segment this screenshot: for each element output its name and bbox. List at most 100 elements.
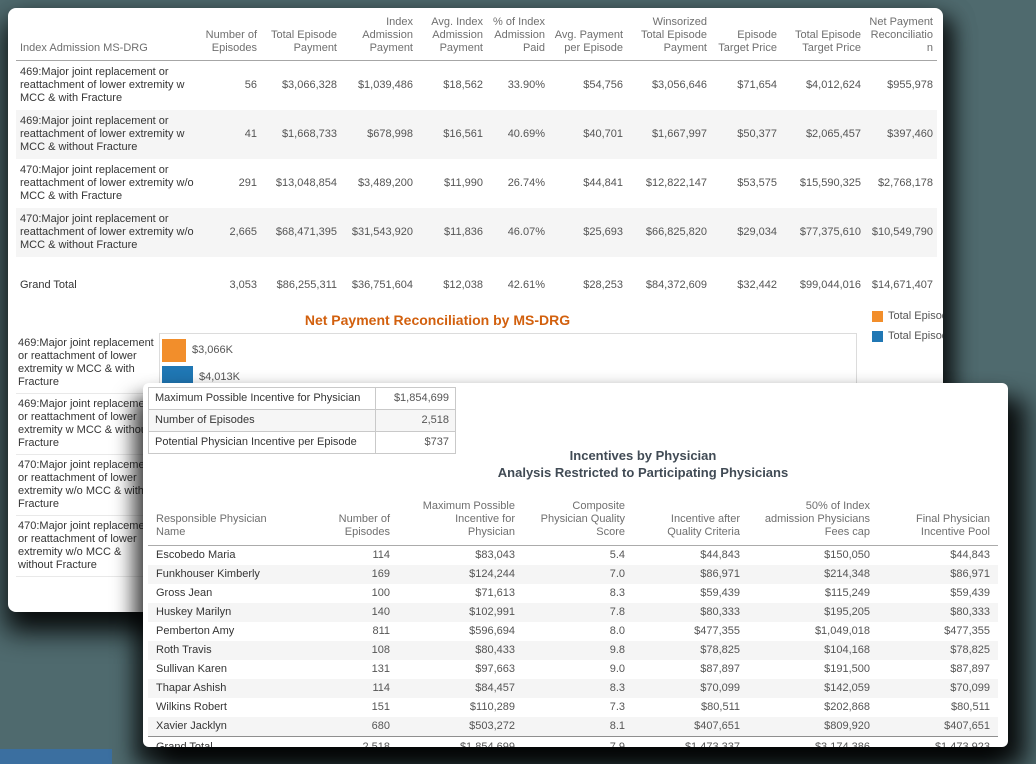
chart-category-label[interactable]: 470:Major joint replacement or reattachm… (18, 520, 154, 571)
value-cell: $110,289 (469, 701, 515, 713)
column-header[interactable]: Total Episode Payment (261, 14, 341, 61)
physician-table-row[interactable]: Wilkins Robert 151 $110,289 7.3 $80,511 $202,… (148, 698, 998, 717)
summary-row[interactable]: Potential Physician Incentive per Episod… (148, 431, 456, 454)
physician-table-row[interactable]: Xavier Jacklyn 680 $503,272 8.1 $407,651 $809… (148, 717, 998, 737)
column-header[interactable]: Index Admission Payment (341, 14, 417, 61)
physician-table-row[interactable]: Gross Jean 100 $71,613 8.3 $59,439 $115,249 $5… (148, 584, 998, 603)
bar[interactable] (162, 338, 186, 362)
value-cell: $59,439 (950, 587, 990, 599)
column-header[interactable]: Avg. Payment per Episode (549, 14, 627, 61)
bar-line: $3,066K (162, 337, 857, 363)
summary-row[interactable]: Number of Episodes 2,518 (148, 409, 456, 432)
column-header[interactable]: Number of Episodes (298, 486, 398, 546)
chart-category-label[interactable]: 470:Major joint replacement or reattachm… (18, 459, 154, 510)
bar-value-label: $3,066K (192, 344, 233, 356)
row-label-cell: Escobedo Maria (156, 549, 236, 561)
column-header[interactable]: Number of Episodes (201, 14, 261, 61)
column-header[interactable]: Composite Physician Quality Score (523, 486, 633, 546)
row-label-cell: Wilkins Robert (156, 701, 227, 713)
value-cell: $44,841 (583, 177, 623, 189)
column-header[interactable]: Index Admission MS-DRG (16, 14, 201, 61)
column-header[interactable]: Avg. Index Admission Payment (417, 14, 487, 61)
value-cell: $11,990 (444, 177, 483, 189)
value-cell: $13,048,854 (275, 177, 337, 189)
physician-table-row[interactable]: Thapar Ashish 114 $84,457 8.3 $70,099 $142,05… (148, 679, 998, 698)
summary-row[interactable]: Maximum Possible Incentive for Physician… (148, 387, 456, 410)
column-header[interactable]: 50% of Index admission Physicians Fees c… (748, 486, 878, 546)
value-cell: $124,244 (469, 568, 515, 580)
value-cell: $68,471,395 (275, 226, 337, 238)
background-window-fragment (0, 749, 112, 764)
chart-category-label[interactable]: 469:Major joint replacement or reattachm… (18, 398, 154, 449)
value-cell: $31,543,920 (351, 226, 413, 238)
value-cell: $80,511 (951, 701, 990, 713)
value-cell: $214,348 (824, 568, 870, 580)
value-cell: $596,694 (469, 625, 515, 637)
legend-item[interactable]: Total Episod (872, 326, 943, 346)
value-cell: 7.9 (523, 736, 633, 747)
value-cell: 151 (371, 701, 390, 713)
chart-category-label[interactable]: 469:Major joint replacement or reattachm… (18, 337, 154, 388)
drg-table-row[interactable]: 469:Major joint replacement or reattachm… (16, 61, 937, 111)
value-cell: $477,355 (694, 625, 740, 637)
row-label-cell: Roth Travis (156, 644, 212, 656)
drg-table-row[interactable]: 469:Major joint replacement or reattachm… (16, 110, 937, 159)
chart-title: Net Payment Reconciliation by MS-DRG (304, 312, 571, 328)
value-cell: 291 (238, 177, 257, 189)
column-header[interactable]: % of Index Admission Paid (487, 14, 549, 61)
column-header[interactable]: Winsorized Total Episode Payment (627, 14, 711, 61)
value-cell: $3,489,200 (357, 177, 413, 189)
column-header[interactable]: Responsible Physician Name (148, 486, 298, 546)
drg-table-row[interactable]: Grand Total 3,053 $86,255,311 $36,751,604 $1… (16, 257, 937, 304)
value-cell: $59,439 (700, 587, 740, 599)
value-cell: $80,433 (475, 644, 515, 656)
column-header[interactable]: Net Payment Reconciliation (865, 14, 937, 61)
value-cell: $2,768,178 (877, 177, 933, 189)
value-cell: $70,099 (950, 682, 990, 694)
value-cell: 42.61% (507, 279, 545, 291)
column-header[interactable]: Final Physician Incentive Pool (878, 486, 998, 546)
value-cell: $71,613 (475, 587, 515, 599)
physician-table-row[interactable]: Funkhouser Kimberly 169 $124,244 7.0 $86,971… (148, 565, 998, 584)
value-cell: 56 (244, 79, 257, 91)
value-cell: $53,575 (737, 177, 777, 189)
physician-table-row[interactable]: Escobedo Maria 114 $83,043 5.4 $44,843 $150,0… (148, 546, 998, 566)
value-cell: $78,825 (950, 644, 990, 656)
value-cell: $477,355 (944, 625, 990, 637)
column-header[interactable]: Episode Target Price (711, 14, 781, 61)
value-cell: $397,460 (887, 128, 933, 140)
drg-table-row[interactable]: 470:Major joint replacement or reattachm… (16, 159, 937, 208)
value-cell: $44,843 (950, 549, 990, 561)
physician-table-row[interactable]: Roth Travis 108 $80,433 9.8 $78,825 $104,168 $… (148, 641, 998, 660)
value-cell: 2,665 (229, 226, 257, 238)
row-label-cell: Xavier Jacklyn (156, 720, 227, 732)
row-label-cell: Sullivan Karen (156, 663, 227, 675)
column-header[interactable]: Maximum Possible Incentive for Physician (398, 486, 523, 546)
value-cell: $737 (375, 431, 456, 454)
value-cell: 100 (371, 587, 390, 599)
value-cell: 8.3 (609, 682, 625, 694)
value-cell: 2,518 (298, 736, 398, 747)
value-cell: $86,971 (700, 568, 740, 580)
row-label-cell: Grand Total (20, 279, 77, 291)
row-label-cell: 469:Major joint replacement or reattachm… (20, 115, 185, 153)
value-cell: $3,056,646 (651, 79, 707, 91)
bar[interactable] (162, 365, 193, 389)
physician-table-row[interactable]: Grand Total 2,518 $1,854,699 7.9 $1,473,337 $… (148, 736, 998, 747)
value-cell: $1,049,018 (814, 625, 870, 637)
value-cell: 131 (371, 663, 390, 675)
value-cell: 5.4 (609, 549, 625, 561)
value-cell: $80,511 (701, 701, 740, 713)
physician-table-row[interactable]: Pemberton Amy 811 $596,694 8.0 $477,355 $1,04… (148, 622, 998, 641)
value-cell: $3,174,386 (748, 736, 878, 747)
drg-table-row[interactable]: 470:Major joint replacement or reattachm… (16, 208, 937, 257)
bar-value-label: $4,013K (199, 371, 240, 383)
row-label-cell: Thapar Ashish (156, 682, 227, 694)
legend-item[interactable]: Total Episod (872, 306, 943, 326)
physician-table-row[interactable]: Sullivan Karen 131 $97,663 9.0 $87,897 $191,5… (148, 660, 998, 679)
value-cell: $14,671,407 (871, 279, 933, 291)
value-cell: $87,897 (700, 663, 740, 675)
column-header[interactable]: Incentive after Quality Criteria (633, 486, 748, 546)
physician-table-row[interactable]: Huskey Marilyn 140 $102,991 7.8 $80,333 $195,… (148, 603, 998, 622)
column-header[interactable]: Total Episode Target Price (781, 14, 865, 61)
